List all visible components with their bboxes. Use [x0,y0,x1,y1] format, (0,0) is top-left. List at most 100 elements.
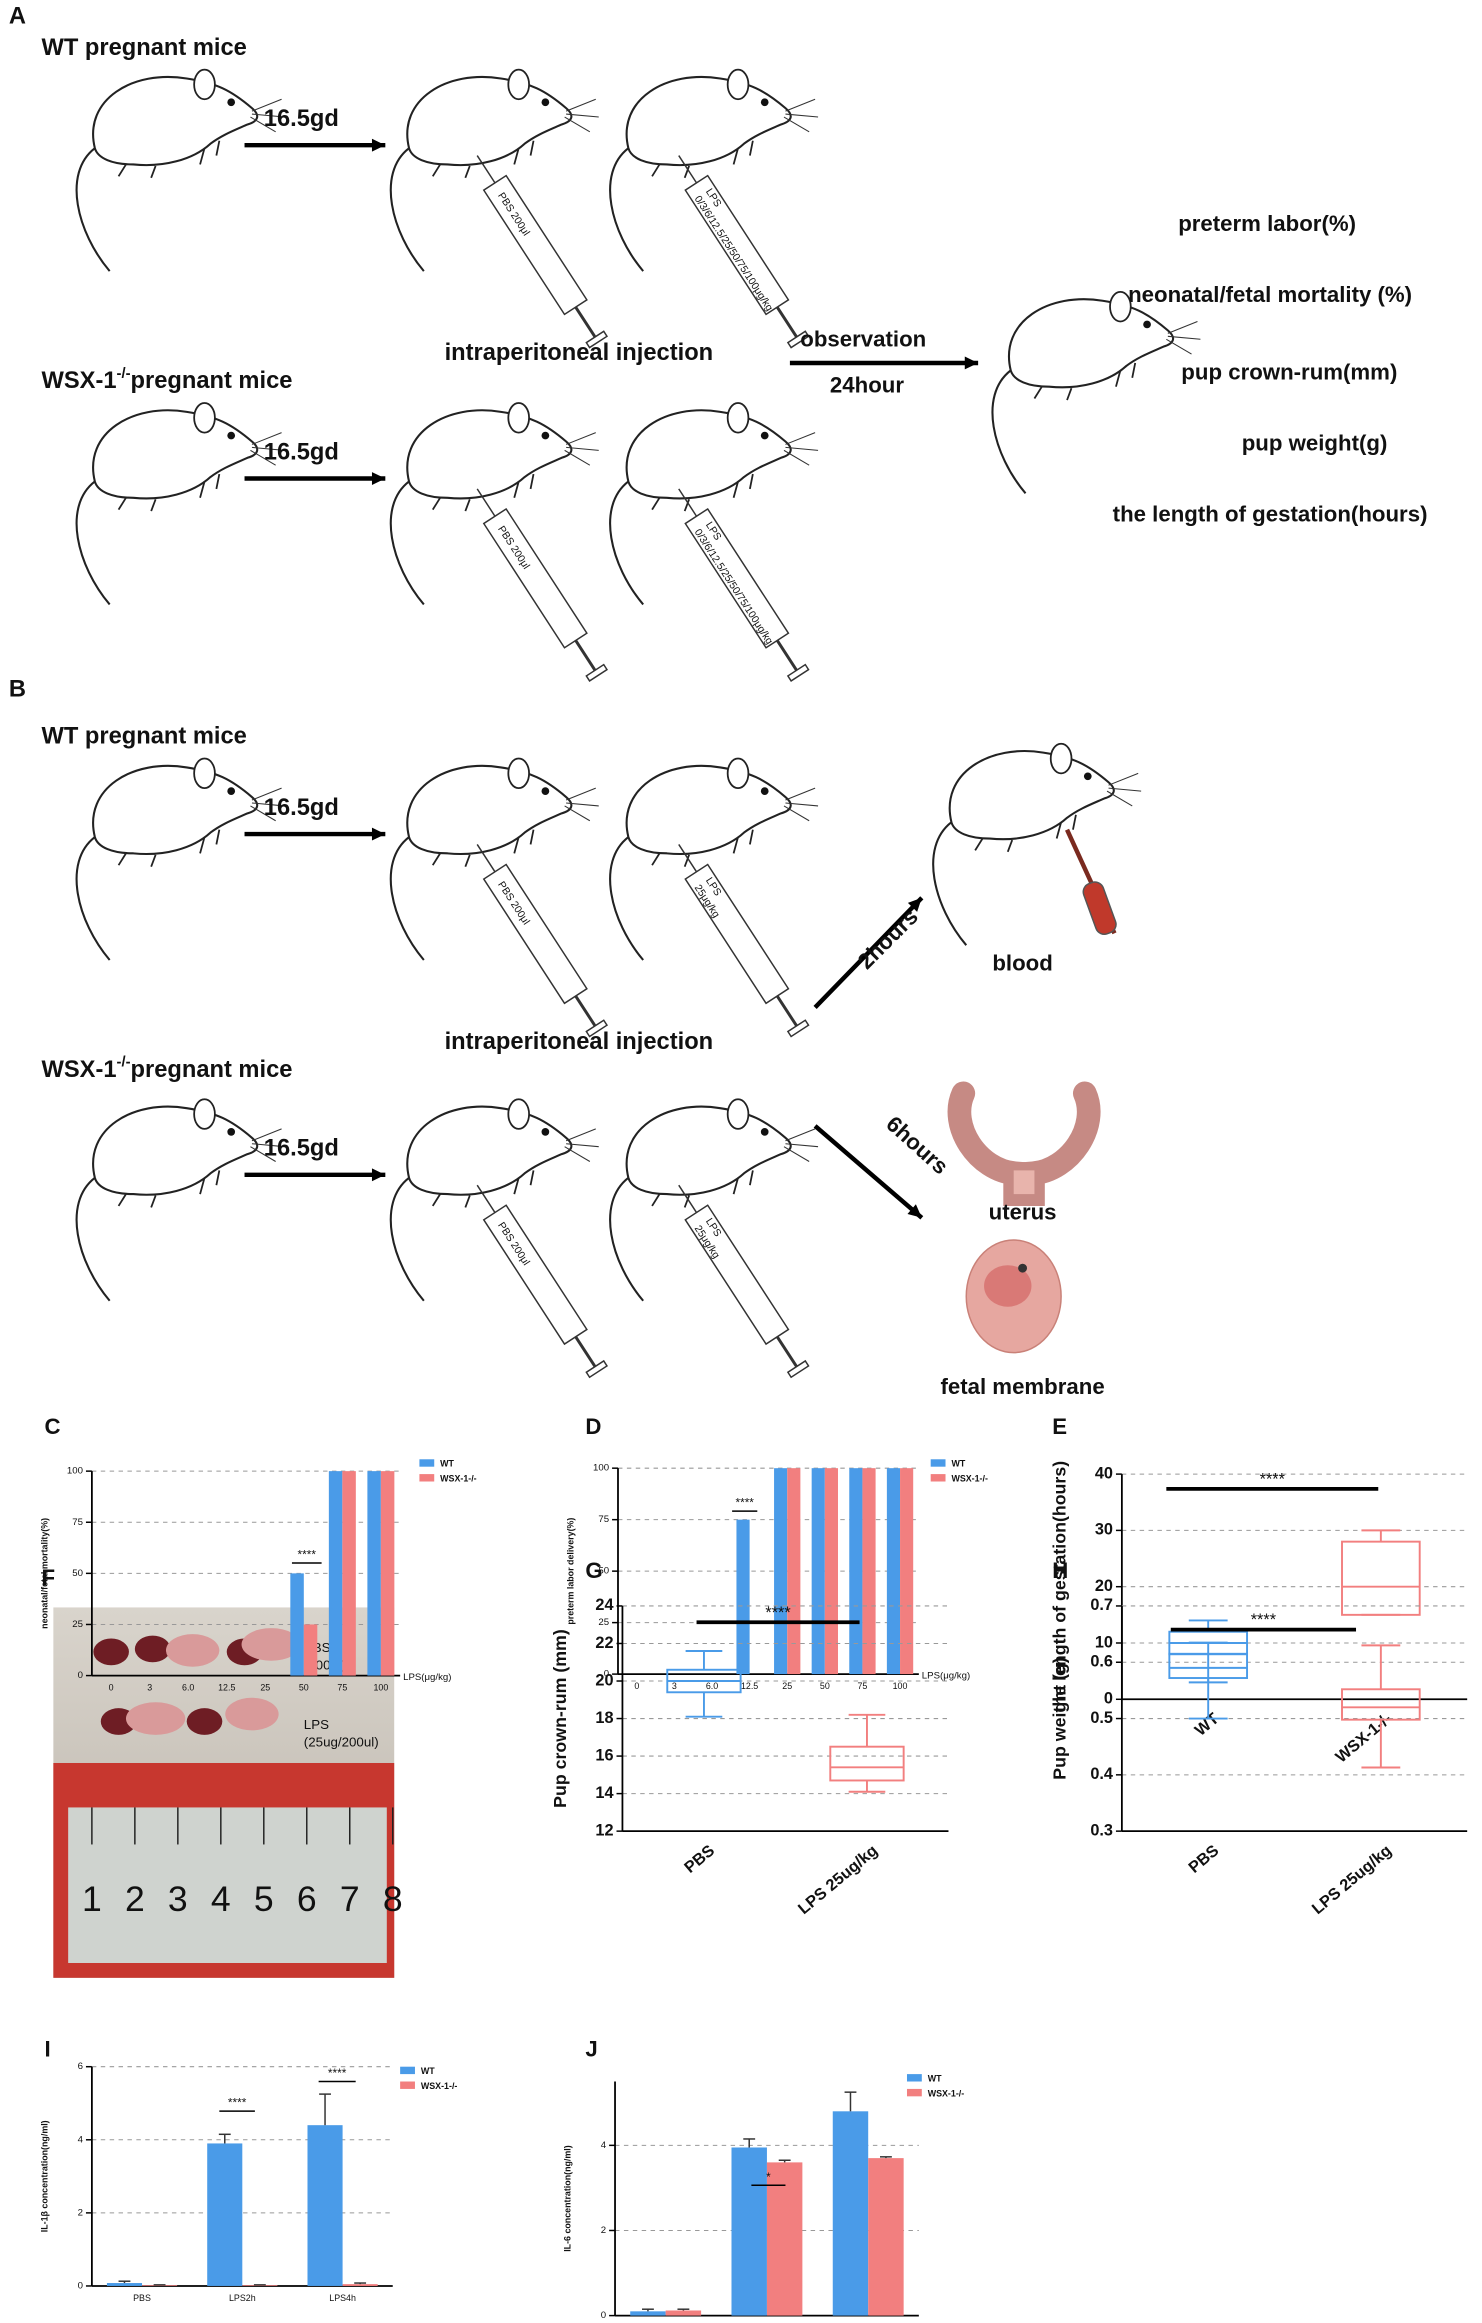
mouse-foot [215,829,221,845]
mouse-ear [726,402,750,434]
significance-label: **** [298,1548,317,1562]
x-tick-label: WT [1191,1710,1222,1740]
legend-swatch [400,2066,415,2075]
x-axis-label: LPS(μg/kg) [403,1672,451,1683]
y-tick-label: 4 [601,2140,607,2151]
rot: the length of gestation(hours) [1050,1461,1070,1713]
mouse [609,402,819,606]
mouse-tail [75,480,111,606]
mouse-foot [117,852,127,866]
legend-label: WT [928,2074,942,2084]
mouse-ear [726,757,750,790]
y-tick-label: 0 [78,1670,83,1681]
legend-swatch [419,1474,435,1482]
mouse [609,68,819,272]
legend-label: WT [421,2066,435,2076]
mouse-foot [1055,822,1062,839]
mouse-ear [507,68,530,101]
mouse-foot [651,497,661,511]
syringe-barrel [684,507,790,649]
x-tick-label: 12.5 [218,1682,235,1692]
arrow-head [964,356,979,370]
rot: WT [1191,1710,1222,1740]
mouse-whisker [564,116,591,133]
bar [342,1471,356,1676]
y-axis-label: neonatal/fetal mortality(%) [39,1518,49,1629]
mouse-whisker [785,98,816,112]
bar [736,1519,750,1675]
rot: preterm labor delivery(%) [566,1518,576,1625]
x-tick-label: LPS2h [229,2293,256,2303]
y-tick-label: 18 [595,1709,613,1727]
syringe-plunger [574,639,598,674]
mouse-tail [609,147,644,272]
duration-label: 24hour [830,373,904,398]
mouse-whisker [785,802,819,807]
mouse-foot [683,854,690,867]
syringe-plunger [775,1335,800,1370]
mouse-whisker [1108,772,1139,786]
syringe-cap [786,1359,810,1379]
arrow-head [371,138,386,152]
mouse-body [92,764,259,855]
panel-label: D [585,1414,601,1439]
significance-label: **** [328,2066,347,2080]
mouse-foot [117,497,127,511]
syringe-cap [585,330,609,349]
mouse-whisker [785,446,819,451]
mouse-tail [389,480,425,606]
mouse-whisker [565,787,596,801]
mouse [389,1098,599,1302]
mouse-whisker [565,98,596,112]
mouse-foot [529,829,535,845]
mouse-eye [760,787,769,795]
rot: IL-6 concentration(ng/ml) [563,2145,573,2252]
mouse-foot [199,147,206,165]
mouse-tail [75,1176,111,1302]
mouse-eye [1083,772,1092,781]
mouse-ear [1049,742,1073,775]
mouse-foot [215,1170,221,1186]
mouse-ear [193,757,216,790]
mouse-foot [732,1177,739,1195]
syringe-label: 0/3/6/12.5/25/50/75/100μg/kg [692,527,775,646]
syringe-plunger [775,306,800,341]
mouse-ear [193,68,216,101]
y-tick-label: 2 [601,2225,606,2236]
mouse-body [625,76,792,167]
mouse-tail [75,836,111,961]
x-tick-label: 6.0 [182,1682,194,1692]
y-tick-label: 25 [72,1619,83,1630]
route-label: intraperitoneal injection [445,340,714,366]
mouse-foot [431,1193,441,1207]
x-tick-label: 25 [782,1681,792,1691]
y-tick-label: 24 [595,1596,613,1614]
mouse-foot [431,497,441,511]
rot: 6hours [881,1111,953,1179]
outcome-label: pup crown-rum(mm) [1181,359,1397,384]
mouse-foot [513,1177,520,1195]
bar [900,1468,914,1675]
syringe-plunger [574,1335,598,1370]
syringe-plunger [775,639,800,674]
mouse [389,757,599,961]
y-tick-label: 50 [598,1566,609,1577]
outcome-label: the length of gestation(hours) [1113,501,1428,526]
x-tick-label: 12.5 [741,1681,758,1691]
bar [731,2147,767,2316]
y-tick-label: 0 [78,2281,83,2292]
panel-label: G [585,1558,602,1583]
y-axis-label: IL-6 concentration(ng/ml) [563,2145,573,2252]
mouse-whisker [1167,335,1201,340]
ruler-number: 5 [254,1879,274,1919]
syringe: PBS 200μl [476,488,609,682]
mouse-whisker [1106,790,1133,807]
syringe-needle [476,1184,496,1213]
mouse-body [406,1105,573,1196]
mouse-ear [726,1098,750,1130]
syringe-cap [786,330,810,349]
mouse-whisker [785,1143,819,1148]
route-label: intraperitoneal injection [445,1029,714,1055]
mouse-body [948,750,1115,841]
mouse-whisker [251,787,282,801]
